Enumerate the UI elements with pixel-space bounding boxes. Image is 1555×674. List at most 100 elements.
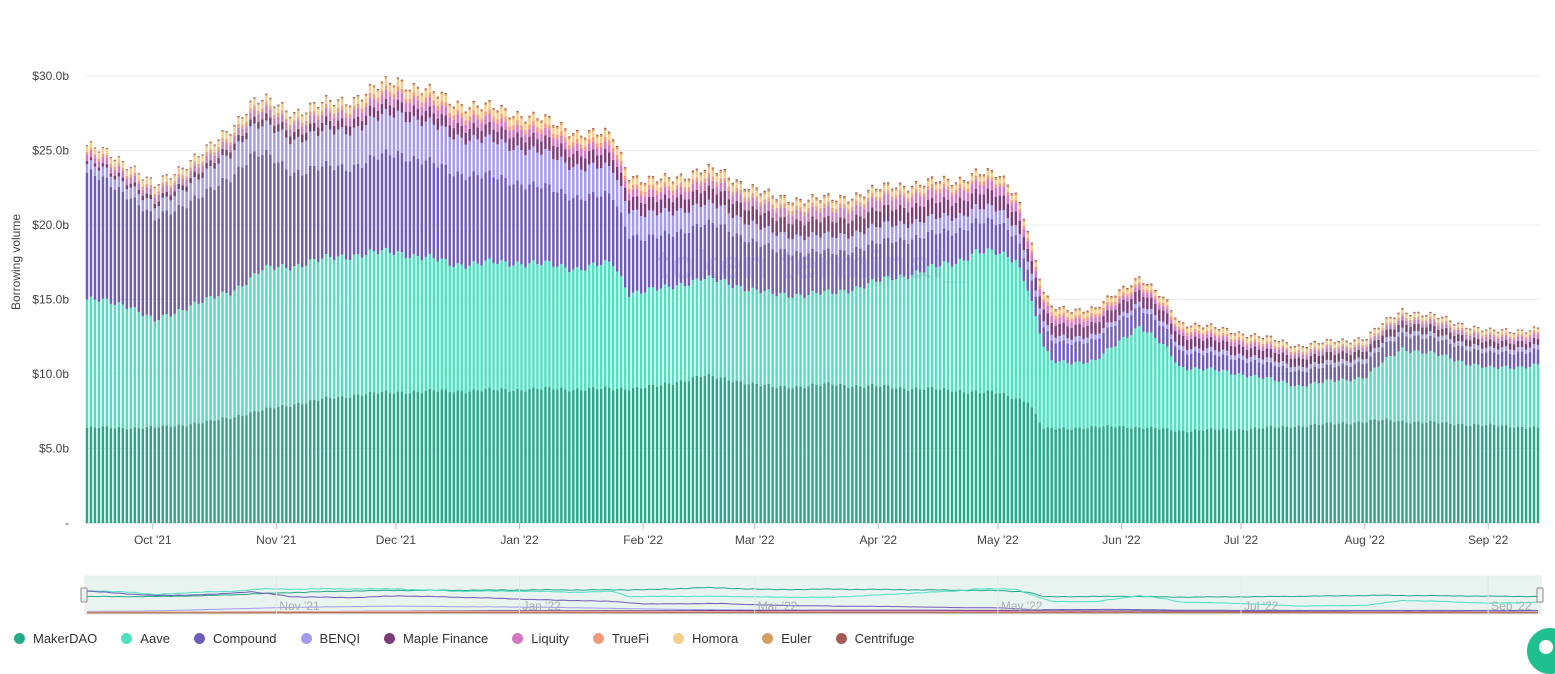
bar-segment-compound[interactable] <box>110 187 112 304</box>
legend-item-homora[interactable]: Homora <box>673 631 738 646</box>
bar-segment-homora[interactable] <box>293 114 295 120</box>
bar-segment-homora[interactable] <box>373 88 375 95</box>
bar-segment-maple-finance[interactable] <box>213 163 215 169</box>
bar-segment-aave[interactable] <box>740 286 742 381</box>
bar-segment-truefi[interactable] <box>608 140 610 145</box>
bar-segment-maple-finance[interactable] <box>536 139 538 152</box>
bar-segment-homora[interactable] <box>724 172 726 177</box>
bar-segment-maple-finance[interactable] <box>1023 237 1025 250</box>
bar-segment-centrifuge[interactable] <box>1182 322 1184 323</box>
bar-segment-benqi[interactable] <box>887 221 889 238</box>
bar-segment-centrifuge[interactable] <box>975 168 977 169</box>
bar-segment-homora[interactable] <box>1349 345 1351 348</box>
bar-segment-truefi[interactable] <box>943 183 945 187</box>
bar-segment-makerdao[interactable] <box>1477 424 1479 523</box>
bar-segment-maple-finance[interactable] <box>1353 352 1355 360</box>
bar-segment-truefi[interactable] <box>1397 318 1399 320</box>
bar-segment-benqi[interactable] <box>999 210 1001 223</box>
bar-segment-truefi[interactable] <box>1373 333 1375 336</box>
bar-segment-liquity[interactable] <box>1126 297 1128 301</box>
bar-segment-truefi[interactable] <box>915 189 917 193</box>
day-bar[interactable] <box>349 106 351 524</box>
day-bar[interactable] <box>1521 330 1523 523</box>
bar-segment-euler[interactable] <box>1134 279 1136 281</box>
bar-segment-maple-finance[interactable] <box>1134 292 1136 304</box>
legend-item-makerdao[interactable]: MakerDAO <box>14 631 97 646</box>
bar-segment-centrifuge[interactable] <box>660 179 662 180</box>
bar-segment-compound[interactable] <box>1318 368 1320 383</box>
bar-segment-compound[interactable] <box>154 220 156 321</box>
bar-segment-benqi[interactable] <box>907 228 909 244</box>
bar-segment-homora[interactable] <box>86 147 88 152</box>
bar-segment-makerdao[interactable] <box>365 395 367 523</box>
bar-segment-benqi[interactable] <box>233 150 235 174</box>
bar-segment-centrifuge[interactable] <box>1011 193 1013 194</box>
bar-segment-benqi[interactable] <box>1134 304 1136 308</box>
bar-segment-centrifuge[interactable] <box>512 116 514 117</box>
bar-segment-homora[interactable] <box>636 178 638 184</box>
bar-segment-truefi[interactable] <box>1270 342 1272 345</box>
bar-segment-homora[interactable] <box>456 103 458 109</box>
bar-segment-euler[interactable] <box>955 183 957 185</box>
bar-segment-makerdao[interactable] <box>1166 428 1168 523</box>
bar-segment-centrifuge[interactable] <box>728 178 730 179</box>
bar-segment-maple-finance[interactable] <box>1425 327 1427 334</box>
day-bar[interactable] <box>193 154 195 523</box>
bar-segment-liquity[interactable] <box>1003 186 1005 195</box>
bar-segment-benqi[interactable] <box>265 120 267 150</box>
bar-segment-compound[interactable] <box>1353 364 1355 379</box>
bar-segment-benqi[interactable] <box>903 224 905 240</box>
bar-segment-benqi[interactable] <box>620 186 622 212</box>
bar-segment-benqi[interactable] <box>1361 359 1363 363</box>
bar-segment-liquity[interactable] <box>1218 338 1220 342</box>
bar-segment-maple-finance[interactable] <box>1513 344 1515 350</box>
bar-segment-benqi[interactable] <box>317 136 319 170</box>
bar-segment-benqi[interactable] <box>995 212 997 225</box>
bar-segment-maple-finance[interactable] <box>1365 351 1367 359</box>
bar-segment-homora[interactable] <box>1074 311 1076 315</box>
bar-segment-euler[interactable] <box>943 177 945 179</box>
bar-segment-maple-finance[interactable] <box>1234 346 1236 355</box>
bar-segment-maple-finance[interactable] <box>1385 330 1387 338</box>
bar-segment-truefi[interactable] <box>1058 314 1060 317</box>
bar-segment-truefi[interactable] <box>544 123 546 128</box>
bar-segment-homora[interactable] <box>967 184 969 188</box>
bar-segment-compound[interactable] <box>1166 329 1168 347</box>
bar-segment-euler[interactable] <box>1246 338 1248 339</box>
bar-segment-centrifuge[interactable] <box>1349 343 1351 344</box>
bar-segment-truefi[interactable] <box>508 126 510 130</box>
bar-segment-benqi[interactable] <box>1326 360 1328 365</box>
bar-segment-makerdao[interactable] <box>1106 425 1108 523</box>
bar-segment-liquity[interactable] <box>1306 355 1308 359</box>
bar-segment-maple-finance[interactable] <box>700 193 702 207</box>
bar-segment-maple-finance[interactable] <box>1413 324 1415 331</box>
bar-segment-truefi[interactable] <box>349 114 351 118</box>
day-bar[interactable] <box>1078 308 1080 523</box>
bar-segment-aave[interactable] <box>684 286 686 381</box>
bar-segment-truefi[interactable] <box>887 190 889 194</box>
bar-segment-centrifuge[interactable] <box>173 174 175 175</box>
bar-segment-benqi[interactable] <box>1138 302 1140 306</box>
bar-segment-homora[interactable] <box>676 180 678 186</box>
bar-segment-liquity[interactable] <box>568 149 570 156</box>
bar-segment-euler[interactable] <box>1381 324 1383 325</box>
bar-segment-benqi[interactable] <box>1521 347 1523 351</box>
bar-segment-centrifuge[interactable] <box>106 148 108 149</box>
bar-segment-homora[interactable] <box>1282 342 1284 345</box>
bar-segment-aave[interactable] <box>205 297 207 420</box>
bar-segment-maple-finance[interactable] <box>165 192 167 197</box>
bar-segment-compound[interactable] <box>445 165 447 259</box>
bar-segment-centrifuge[interactable] <box>1357 337 1359 338</box>
bar-segment-makerdao[interactable] <box>1186 432 1188 523</box>
bar-segment-euler[interactable] <box>1254 334 1256 335</box>
bar-segment-centrifuge[interactable] <box>1190 326 1192 327</box>
bar-segment-centrifuge[interactable] <box>1226 328 1228 329</box>
bar-segment-homora[interactable] <box>1501 331 1503 334</box>
bar-segment-aave[interactable] <box>1389 356 1391 420</box>
bar-segment-homora[interactable] <box>1122 288 1124 292</box>
bar-segment-liquity[interactable] <box>1234 342 1236 346</box>
bar-segment-makerdao[interactable] <box>628 391 630 523</box>
bar-segment-homora[interactable] <box>158 186 160 192</box>
bar-segment-centrifuge[interactable] <box>1493 330 1495 331</box>
bar-segment-benqi[interactable] <box>213 169 215 190</box>
